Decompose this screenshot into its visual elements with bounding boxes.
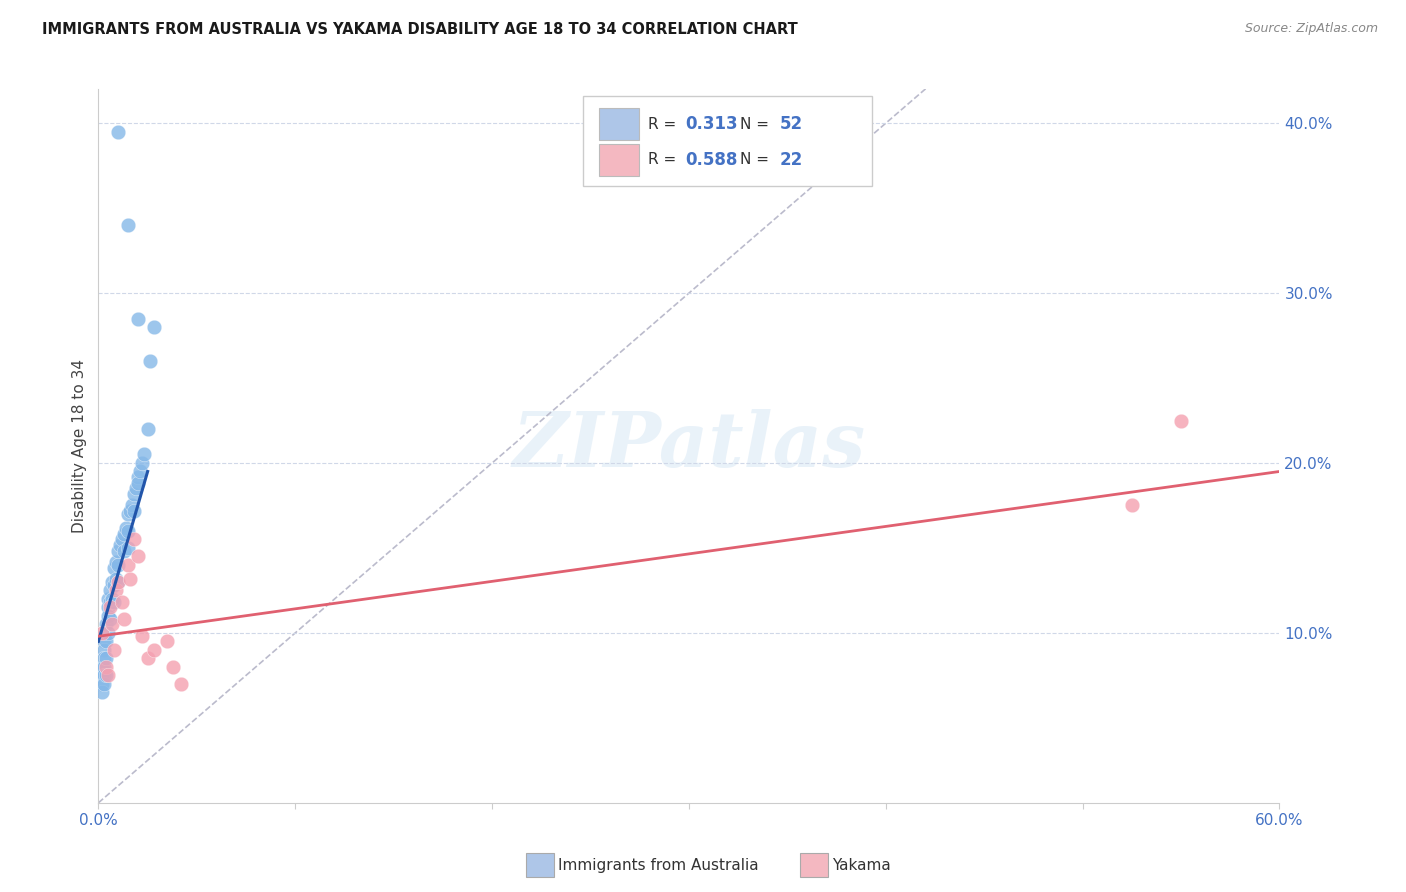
Text: 22: 22 bbox=[780, 151, 803, 169]
Point bbox=[1121, 499, 1143, 513]
Point bbox=[142, 320, 165, 334]
Point bbox=[117, 218, 139, 232]
Point bbox=[101, 574, 124, 589]
Point bbox=[97, 626, 120, 640]
Point bbox=[91, 660, 114, 674]
Text: N =: N = bbox=[740, 117, 773, 132]
Point bbox=[156, 634, 179, 648]
Text: Source: ZipAtlas.com: Source: ZipAtlas.com bbox=[1244, 22, 1378, 36]
Point bbox=[96, 651, 118, 665]
Point bbox=[91, 668, 114, 682]
Text: 52: 52 bbox=[780, 115, 803, 133]
Point bbox=[107, 574, 129, 589]
Point bbox=[93, 660, 115, 674]
Point bbox=[132, 448, 155, 462]
Point bbox=[93, 651, 115, 665]
Point bbox=[131, 456, 153, 470]
Text: 0.588: 0.588 bbox=[685, 151, 738, 169]
Point bbox=[136, 422, 159, 436]
Point bbox=[107, 544, 129, 558]
Point bbox=[107, 558, 129, 572]
Text: ZIPatlas: ZIPatlas bbox=[512, 409, 866, 483]
Point bbox=[103, 595, 125, 609]
Point bbox=[136, 651, 159, 665]
Point bbox=[101, 617, 124, 632]
Text: Immigrants from Australia: Immigrants from Australia bbox=[558, 858, 759, 872]
Point bbox=[103, 578, 125, 592]
Point bbox=[93, 634, 115, 648]
Point bbox=[138, 354, 160, 368]
Point bbox=[127, 476, 149, 491]
Point bbox=[127, 469, 149, 483]
Point bbox=[112, 612, 135, 626]
Text: Yakama: Yakama bbox=[832, 858, 891, 872]
Point bbox=[98, 612, 121, 626]
Point bbox=[131, 629, 153, 643]
Point bbox=[117, 507, 139, 521]
Point bbox=[107, 574, 129, 589]
Point bbox=[105, 555, 128, 569]
Point bbox=[112, 527, 135, 541]
Point bbox=[97, 591, 120, 606]
Point bbox=[97, 600, 120, 615]
Point bbox=[118, 572, 141, 586]
Point bbox=[117, 524, 139, 538]
Point bbox=[93, 668, 115, 682]
Point bbox=[103, 561, 125, 575]
Point bbox=[107, 125, 129, 139]
Point bbox=[111, 595, 134, 609]
Point bbox=[91, 685, 114, 699]
Point bbox=[91, 626, 114, 640]
Point bbox=[127, 311, 149, 326]
FancyBboxPatch shape bbox=[582, 96, 872, 186]
Point bbox=[96, 617, 118, 632]
Point bbox=[96, 660, 118, 674]
Point bbox=[115, 520, 138, 534]
Point bbox=[121, 499, 143, 513]
Point bbox=[162, 660, 184, 674]
Point bbox=[93, 643, 115, 657]
Point bbox=[96, 634, 118, 648]
Point bbox=[98, 600, 121, 615]
Point bbox=[122, 503, 145, 517]
Point bbox=[128, 465, 150, 479]
Text: R =: R = bbox=[648, 153, 681, 168]
Point bbox=[117, 541, 139, 555]
Point bbox=[122, 533, 145, 547]
Point bbox=[118, 503, 141, 517]
Point bbox=[117, 558, 139, 572]
FancyBboxPatch shape bbox=[599, 109, 640, 140]
Text: IMMIGRANTS FROM AUSTRALIA VS YAKAMA DISABILITY AGE 18 TO 34 CORRELATION CHART: IMMIGRANTS FROM AUSTRALIA VS YAKAMA DISA… bbox=[42, 22, 799, 37]
Point bbox=[111, 533, 134, 547]
Point bbox=[125, 482, 148, 496]
Point bbox=[97, 668, 120, 682]
Point bbox=[142, 643, 165, 657]
Point bbox=[103, 643, 125, 657]
Point bbox=[170, 677, 193, 691]
Point bbox=[96, 668, 118, 682]
FancyBboxPatch shape bbox=[599, 145, 640, 176]
Point bbox=[112, 544, 135, 558]
Point bbox=[1170, 413, 1192, 427]
Point bbox=[97, 608, 120, 623]
Point bbox=[105, 583, 128, 598]
Point bbox=[127, 549, 149, 564]
Point bbox=[98, 595, 121, 609]
Point bbox=[122, 486, 145, 500]
Point bbox=[108, 537, 131, 551]
Text: N =: N = bbox=[740, 153, 773, 168]
Point bbox=[101, 591, 124, 606]
Point bbox=[91, 677, 114, 691]
Point bbox=[93, 677, 115, 691]
Text: 0.313: 0.313 bbox=[685, 115, 738, 133]
Point bbox=[98, 583, 121, 598]
Y-axis label: Disability Age 18 to 34: Disability Age 18 to 34 bbox=[72, 359, 87, 533]
Text: R =: R = bbox=[648, 117, 681, 132]
Point bbox=[105, 572, 128, 586]
